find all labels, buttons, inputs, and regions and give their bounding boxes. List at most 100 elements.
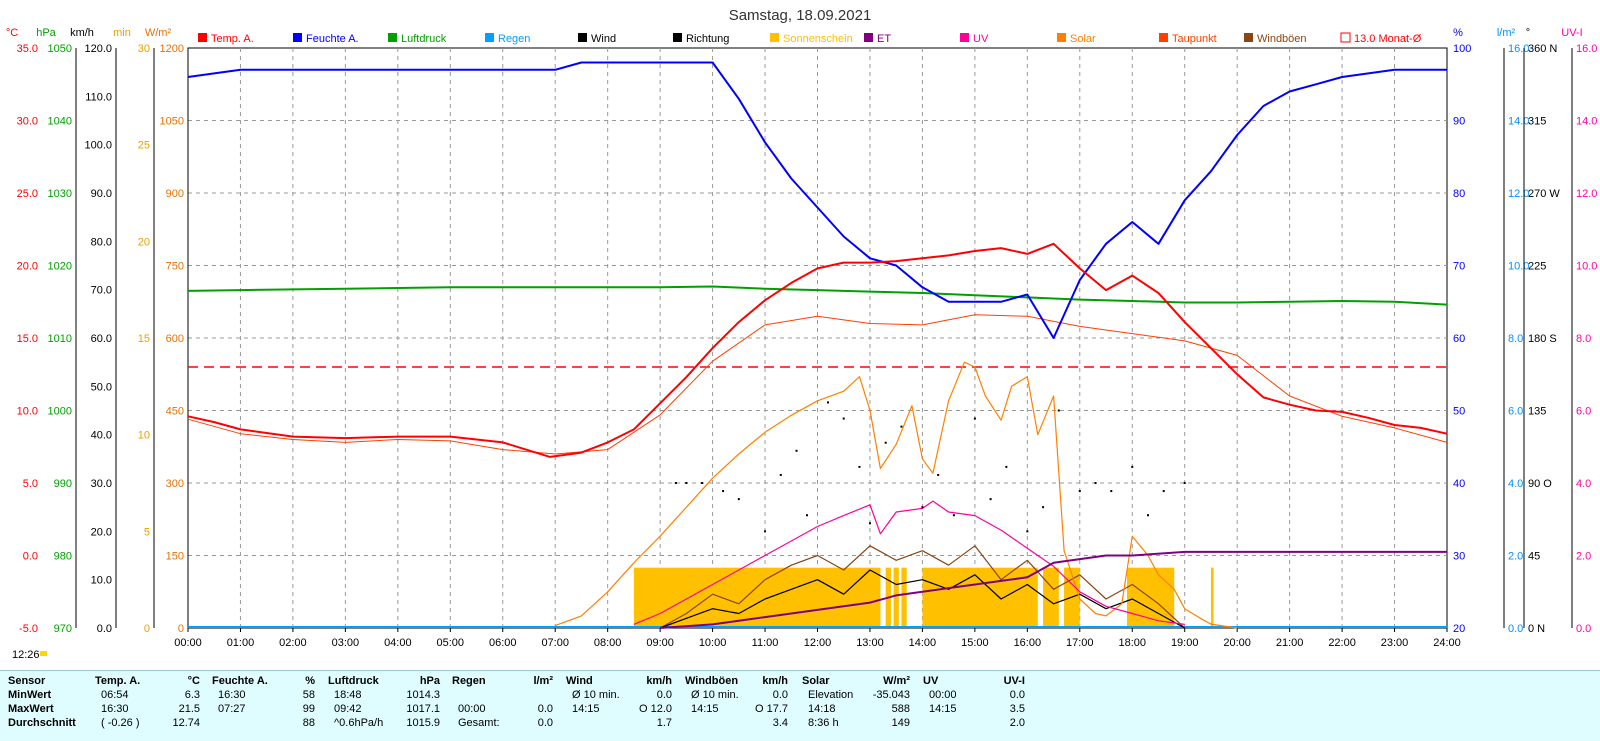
left-axis-unit: min xyxy=(113,27,131,39)
legend-swatch xyxy=(673,33,682,42)
legend-label: Sonnenschein xyxy=(783,33,853,45)
stats-unit: UV-I xyxy=(1003,675,1025,687)
stats-cell-value: 1014.3 xyxy=(406,689,440,701)
left-axis-tick-label: 990 xyxy=(54,478,72,490)
sunshine-block xyxy=(1064,567,1080,628)
legend-swatch xyxy=(1159,33,1168,42)
stats-cell-time: 14:15 xyxy=(929,703,957,715)
x-tick-label: 08:00 xyxy=(594,637,622,649)
right-axis-tick-label: 4.0 xyxy=(1508,478,1523,490)
stats-row-label: Durchschnitt xyxy=(8,717,76,729)
stats-cell-time: 16:30 xyxy=(101,703,129,715)
left-axis-tick-label: 100.0 xyxy=(84,140,112,152)
wind-direction-point xyxy=(1057,409,1060,412)
right-axis-tick-label: 50 xyxy=(1453,406,1465,418)
left-axis-tick-label: 10.0 xyxy=(91,575,112,587)
legend-label: Temp. A. xyxy=(211,33,254,45)
left-axis-tick-label: 120.0 xyxy=(84,43,112,55)
stats-header: Sensor xyxy=(8,675,46,687)
stats-unit: % xyxy=(305,675,315,687)
left-axis-tick-label: 110.0 xyxy=(85,91,112,103)
stats-cell-value: O 12.0 xyxy=(638,703,672,715)
legend-swatch xyxy=(960,33,969,42)
stats-cell-value: 0.0 xyxy=(772,689,788,701)
right-axis-unit: % xyxy=(1453,27,1463,39)
left-axis-tick-label: 60.0 xyxy=(91,333,112,345)
solar-series-line xyxy=(554,361,1238,629)
current-time-marker xyxy=(40,651,47,656)
wind-direction-point xyxy=(1078,490,1081,493)
left-axis-tick-label: 30 xyxy=(138,43,150,55)
legend-swatch xyxy=(1244,33,1253,42)
right-axis-tick-label: 12.0 xyxy=(1508,188,1529,200)
x-tick-label: 15:00 xyxy=(961,637,989,649)
left-axis-tick-label: 10.0 xyxy=(17,406,38,418)
current-time-label: 12:26 xyxy=(12,649,40,661)
right-axis-tick-label: 80 xyxy=(1453,188,1465,200)
wind-series-line xyxy=(659,569,1185,629)
left-axis-tick-label: 300 xyxy=(166,478,184,490)
left-axis-tick-label: 20 xyxy=(138,236,150,248)
left-axis-tick-label: 150 xyxy=(166,551,184,563)
x-tick-label: 24:00 xyxy=(1433,637,1461,649)
left-axis-tick-label: 0 xyxy=(178,623,184,635)
stats-cell-value: 99 xyxy=(302,703,315,715)
right-axis-tick-label: 0.0 xyxy=(1508,623,1523,635)
stats-header: Feuchte A. xyxy=(212,675,268,687)
x-tick-label: 07:00 xyxy=(541,637,569,649)
right-axis-tick-label: 8.0 xyxy=(1508,333,1523,345)
legend-swatch xyxy=(578,33,587,42)
left-axis-tick-label: 450 xyxy=(166,406,184,418)
left-axis-tick-label: 80.0 xyxy=(91,236,112,248)
left-axis-tick-label: 980 xyxy=(54,551,72,563)
left-axis-tick-label: 1020 xyxy=(48,261,72,273)
left-axis-tick-label: 1040 xyxy=(48,116,72,128)
stats-row-label: MinWert xyxy=(8,689,52,701)
wind-direction-point xyxy=(1026,530,1029,533)
legend: Temp. A. Feuchte A. Luftdruck Regen Wind Rich… xyxy=(198,32,1422,45)
left-axis-tick-label: 1000 xyxy=(48,406,72,418)
wind-direction-point xyxy=(989,498,992,501)
right-axis-tick-label: 60 xyxy=(1453,333,1465,345)
left-axis-tick-label: 1010 xyxy=(48,333,72,345)
wind-direction-point xyxy=(1042,506,1045,509)
wind-direction-point xyxy=(1131,465,1134,468)
legend-label: Luftdruck xyxy=(401,33,447,45)
x-tick-label: 05:00 xyxy=(437,637,465,649)
stats-cell-value: 149 xyxy=(891,717,910,729)
pressure-series-line xyxy=(187,285,1448,306)
right-axis-tick-label: 0 N xyxy=(1528,623,1545,635)
stats-header: Windböen xyxy=(685,675,739,687)
right-axis-tick-label: 20 xyxy=(1453,623,1465,635)
right-axis-tick-label: 14.0 xyxy=(1576,116,1597,128)
x-tick-label: 21:00 xyxy=(1276,637,1304,649)
wind-direction-point xyxy=(806,514,809,517)
right-axis-unit: ° xyxy=(1526,27,1530,39)
x-tick-label: 11:00 xyxy=(752,637,779,649)
legend-swatch xyxy=(864,33,873,42)
left-axis-tick-label: -5.0 xyxy=(19,623,38,635)
sunshine-block xyxy=(893,567,899,628)
right-axis-unit: UV-I xyxy=(1561,27,1582,39)
legend-label: Taupunkt xyxy=(1172,33,1217,45)
stats-cell-value: 0.0 xyxy=(656,689,672,701)
stats-header: Solar xyxy=(802,675,830,687)
et-series-line xyxy=(660,550,1447,629)
stats-cell-time: ( -0.26 ) xyxy=(101,717,140,729)
stats-cell-time: 09:42 xyxy=(334,703,362,715)
stats-cell-time: 06:54 xyxy=(101,689,129,701)
temperature-series-line xyxy=(187,242,1448,458)
stats-cell-time: 00:00 xyxy=(458,703,486,715)
right-axis-tick-label: 225 xyxy=(1528,261,1546,273)
wind-direction-point xyxy=(900,425,903,428)
legend-label: UV xyxy=(973,33,989,45)
stats-cell-time: 00:00 xyxy=(929,689,957,701)
x-tick-label: 23:00 xyxy=(1381,637,1409,649)
wind-direction-point xyxy=(1146,514,1149,517)
stats-cell-time: ^0.6hPa/h xyxy=(334,717,384,729)
stats-header: Regen xyxy=(452,675,486,687)
legend-swatch xyxy=(1057,33,1066,42)
left-axis-tick-label: 30.0 xyxy=(91,478,112,490)
wind-direction-point xyxy=(779,473,782,476)
legend-label: Richtung xyxy=(686,33,729,45)
